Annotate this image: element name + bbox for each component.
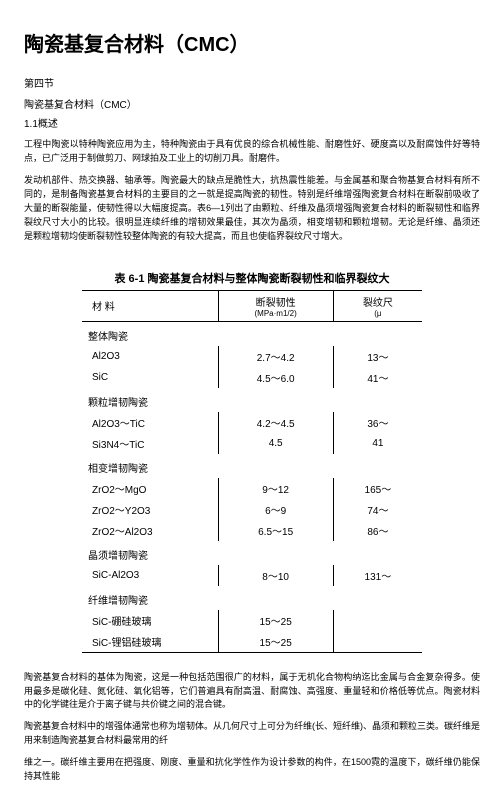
cell-toughness: 9～12 <box>218 478 333 499</box>
cell-material: ZrO2～Y2O3 <box>82 499 218 520</box>
paragraph-3: 陶瓷基复合材料的基体为陶瓷，这是一种包括范围很广的材料，属于无机化合物构纳迄比金… <box>24 671 480 713</box>
cell-toughness: 15～25 <box>218 610 333 631</box>
cell-crack: 41 <box>333 433 422 454</box>
cell-material: SiC-锂铝硅玻璃 <box>82 631 218 653</box>
cell-material: Al2O3～TiC <box>82 412 218 433</box>
table-row: ZrO2～Y2O36～974～ <box>82 499 422 520</box>
table-group-header: 晶须增韧陶瓷 <box>82 541 422 565</box>
table-row: Al2O3～TiC4.2～4.536～ <box>82 412 422 433</box>
cell-toughness: 4.5 <box>218 433 333 454</box>
col-header-crack: 裂纹尺 (μ <box>333 290 422 321</box>
cell-material: SiC-Al2O3 <box>82 565 218 586</box>
col-header-material: 材 料 <box>82 290 218 321</box>
table-row: SiC-锂铝硅玻璃15～25 <box>82 631 422 653</box>
cell-toughness: 4.2～4.5 <box>218 412 333 433</box>
col-header-toughness-unit: (MPa·m1/2) <box>225 309 327 318</box>
paragraph-1: 工程中陶瓷以特种陶瓷应用为主，特种陶瓷由于具有优良的综合机械性能、耐磨性好、硬度… <box>24 138 480 166</box>
overview-label: 1.1概述 <box>24 115 480 130</box>
paragraph-5: 维之一。碳纤维主要用在把强度、刚度、重量和抗化学性作为设计参数的构件，在1500… <box>24 756 480 784</box>
cell-toughness: 4.5～6.0 <box>218 367 333 388</box>
table-body: 整体陶瓷Al2O32.7～4.213～SiC4.5～6.041～颗粒增韧陶瓷Al… <box>82 321 422 652</box>
table-group-name: 颗粒增韧陶瓷 <box>82 388 422 412</box>
cell-material: SiC-硼硅玻璃 <box>82 610 218 631</box>
cell-crack: 165～ <box>333 478 422 499</box>
cell-material: ZrO2～Al2O3 <box>82 520 218 541</box>
cell-crack <box>333 631 422 653</box>
table-row: Si3N4～TiC4.541 <box>82 433 422 454</box>
table-row: SiC-硼硅玻璃15～25 <box>82 610 422 631</box>
cell-crack: 13～ <box>333 346 422 367</box>
cell-crack: 36～ <box>333 412 422 433</box>
cell-toughness: 15～25 <box>218 631 333 653</box>
cell-crack: 131～ <box>333 565 422 586</box>
cell-toughness: 8～10 <box>218 565 333 586</box>
section-label: 第四节 <box>24 75 480 90</box>
subtitle: 陶瓷基复合材料（CMC） <box>24 96 480 111</box>
cell-crack: 74～ <box>333 499 422 520</box>
table-group-name: 整体陶瓷 <box>82 321 422 346</box>
col-header-crack-unit: (μ <box>340 309 416 318</box>
cell-crack: 41～ <box>333 367 422 388</box>
table-group-name: 相变增韧陶瓷 <box>82 454 422 478</box>
cell-toughness: 6.5～15 <box>218 520 333 541</box>
col-header-crack-label: 裂纹尺 <box>340 294 416 309</box>
table-group-header: 整体陶瓷 <box>82 321 422 346</box>
page-title: 陶瓷基复合材料（CMC） <box>24 28 480 57</box>
table-caption: 表 6-1 陶瓷基复合材料与整体陶瓷断裂韧性和临界裂纹大 <box>82 270 422 286</box>
cell-crack: 86～ <box>333 520 422 541</box>
table-container: 表 6-1 陶瓷基复合材料与整体陶瓷断裂韧性和临界裂纹大 材 料 断裂韧性 (M… <box>82 270 422 653</box>
col-header-toughness: 断裂韧性 (MPa·m1/2) <box>218 290 333 321</box>
table-row: Al2O32.7～4.213～ <box>82 346 422 367</box>
cell-toughness: 2.7～4.2 <box>218 346 333 367</box>
table-group-header: 相变增韧陶瓷 <box>82 454 422 478</box>
col-header-toughness-label: 断裂韧性 <box>225 294 327 309</box>
data-table: 材 料 断裂韧性 (MPa·m1/2) 裂纹尺 (μ 整体陶瓷Al2O32.7～… <box>82 290 422 653</box>
cell-material: Si3N4～TiC <box>82 433 218 454</box>
table-row: SiC4.5～6.041～ <box>82 367 422 388</box>
table-group-name: 纤维增韧陶瓷 <box>82 586 422 610</box>
cell-material: Al2O3 <box>82 346 218 367</box>
table-row: SiC-Al2O38～10131～ <box>82 565 422 586</box>
table-row: ZrO2～MgO9～12165～ <box>82 478 422 499</box>
table-group-header: 纤维增韧陶瓷 <box>82 586 422 610</box>
cell-material: ZrO2～MgO <box>82 478 218 499</box>
paragraph-2: 发动机部件、热交换器、轴承等。陶瓷最大的缺点是脆性大，抗热震性能差。与金属基和聚… <box>24 174 480 244</box>
cell-crack <box>333 610 422 631</box>
paragraph-4: 陶瓷基复合材料中的增强体通常也称为增韧体。从几何尺寸上可分为纤维(长、短纤维)、… <box>24 720 480 748</box>
cell-toughness: 6～9 <box>218 499 333 520</box>
table-row: ZrO2～Al2O36.5～1586～ <box>82 520 422 541</box>
table-group-header: 颗粒增韧陶瓷 <box>82 388 422 412</box>
cell-material: SiC <box>82 367 218 388</box>
table-group-name: 晶须增韧陶瓷 <box>82 541 422 565</box>
